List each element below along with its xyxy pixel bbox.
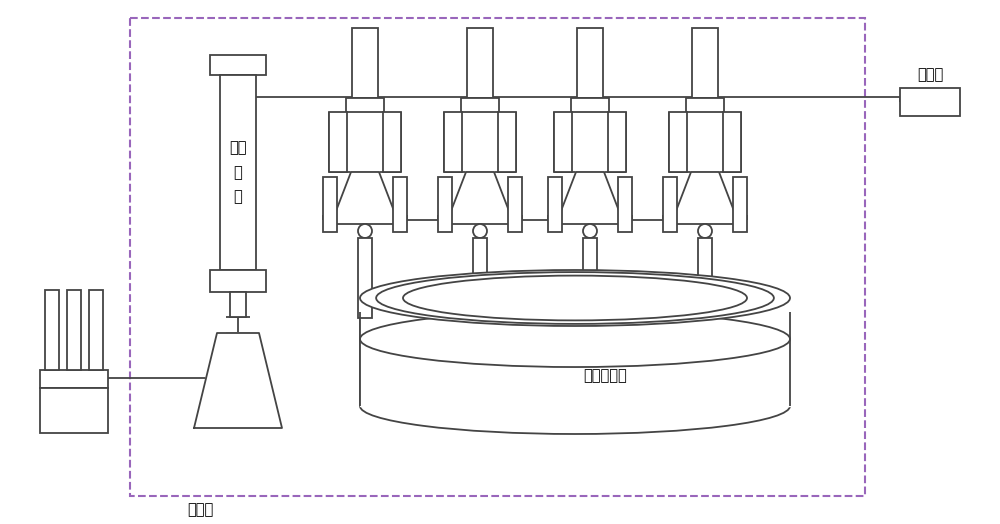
Bar xyxy=(461,98,499,112)
Bar xyxy=(210,55,266,75)
Bar xyxy=(583,238,597,318)
Text: 恒温筱: 恒温筱 xyxy=(187,503,213,518)
Polygon shape xyxy=(446,172,514,224)
Bar xyxy=(210,270,266,292)
Ellipse shape xyxy=(360,378,790,434)
Bar xyxy=(473,238,487,318)
Bar xyxy=(692,28,718,98)
Bar xyxy=(67,290,81,370)
Ellipse shape xyxy=(358,224,372,238)
Bar xyxy=(393,177,407,232)
Bar xyxy=(554,112,572,172)
Bar xyxy=(220,75,256,270)
Bar xyxy=(352,28,378,98)
Ellipse shape xyxy=(583,224,597,238)
Bar xyxy=(608,112,626,172)
Bar xyxy=(438,177,452,232)
Bar xyxy=(45,290,59,370)
Bar xyxy=(900,88,960,116)
Bar xyxy=(663,177,677,232)
Bar xyxy=(40,370,108,388)
Text: 二氧
化
碳: 二氧 化 碳 xyxy=(229,140,247,204)
Bar xyxy=(383,112,401,172)
Bar xyxy=(89,290,103,370)
Text: 五点法岩心: 五点法岩心 xyxy=(583,368,627,383)
Bar xyxy=(358,238,372,318)
Bar xyxy=(444,112,462,172)
Bar xyxy=(508,177,522,232)
Bar xyxy=(686,98,724,112)
Ellipse shape xyxy=(698,224,712,238)
Bar xyxy=(230,292,246,317)
Polygon shape xyxy=(556,172,624,224)
Polygon shape xyxy=(671,172,739,224)
Polygon shape xyxy=(194,333,282,428)
Bar xyxy=(577,28,603,98)
Bar xyxy=(346,98,384,112)
Polygon shape xyxy=(331,172,399,224)
Bar xyxy=(548,177,562,232)
Bar xyxy=(323,177,337,232)
Text: 手摇泵: 手摇泵 xyxy=(917,67,943,82)
Bar xyxy=(329,112,347,172)
Ellipse shape xyxy=(360,270,790,326)
Bar xyxy=(130,18,865,496)
Bar xyxy=(618,177,632,232)
Bar xyxy=(467,28,493,98)
Bar xyxy=(571,98,609,112)
Bar xyxy=(723,112,741,172)
Bar xyxy=(498,112,516,172)
Ellipse shape xyxy=(473,224,487,238)
Polygon shape xyxy=(360,312,790,406)
Bar xyxy=(733,177,747,232)
Bar xyxy=(698,238,712,318)
Bar xyxy=(669,112,687,172)
Bar xyxy=(40,388,108,433)
